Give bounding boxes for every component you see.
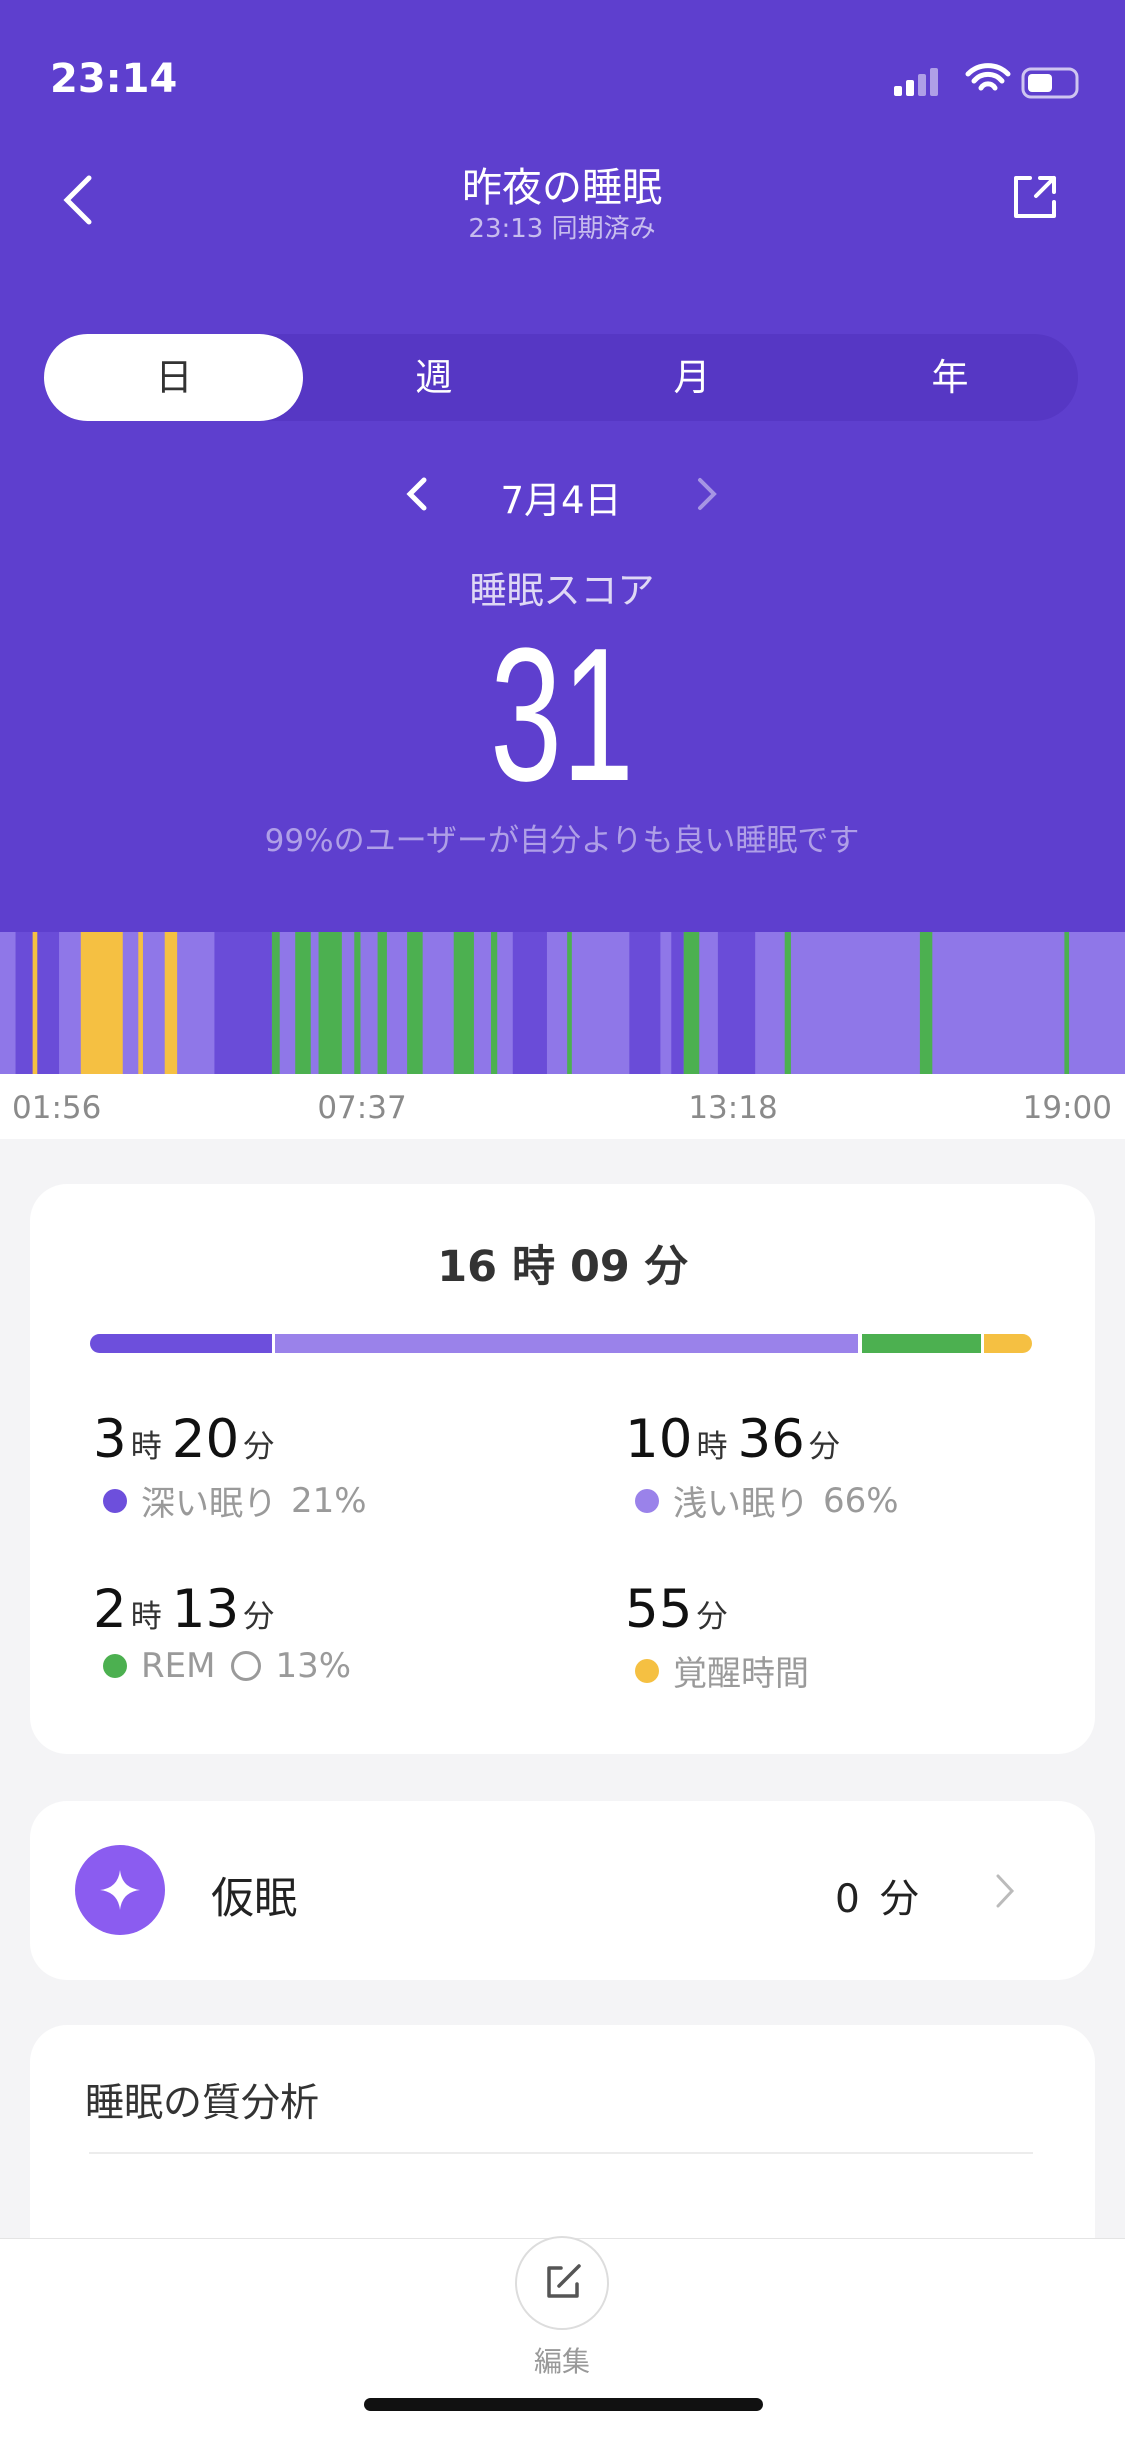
help-icon[interactable] xyxy=(231,1651,262,1681)
edit-label: 編集 xyxy=(533,2345,591,2378)
stage-dot xyxy=(103,1654,127,1678)
minutes: 36 xyxy=(737,1409,805,1470)
analysis-divider xyxy=(89,2152,1033,2154)
stage-duration: 2 時 13 分 xyxy=(93,1579,351,1640)
stage-bar-segment xyxy=(861,1334,982,1353)
nap-label: 仮眠 xyxy=(211,1874,297,1924)
stage-name: 浅い眠り xyxy=(673,1484,809,1524)
tab[interactable]: 年 xyxy=(931,356,969,399)
status-icons xyxy=(894,63,1079,99)
score-label: 睡眠スコア xyxy=(469,569,655,612)
header-subtitle: 23:13 同期済み xyxy=(468,214,656,244)
minute-unit: 分 xyxy=(696,1599,728,1635)
total-duration: 16 時 09 分 xyxy=(437,1242,688,1292)
minute-unit: 分 xyxy=(243,1599,275,1635)
stage-name: REM xyxy=(141,1646,216,1686)
stage-dot xyxy=(103,1488,127,1513)
hour-unit: 時 xyxy=(130,1599,162,1635)
time-label: 13:18 xyxy=(688,1090,778,1126)
stage-bar-segment xyxy=(90,1334,272,1353)
sleep-timeline xyxy=(0,932,1125,1074)
minutes: 55 xyxy=(625,1579,693,1640)
stage-name: 覚醒時間 xyxy=(673,1654,809,1694)
share-button[interactable] xyxy=(1010,172,1060,222)
stage-label: 浅い眠り 66% xyxy=(625,1476,899,1525)
stage-percent: 21% xyxy=(291,1480,367,1521)
hours: 3 xyxy=(93,1409,127,1470)
hours: 2 xyxy=(93,1579,127,1640)
date-label: 7月4日 xyxy=(500,479,622,522)
next-date[interactable] xyxy=(690,474,724,514)
time-label: 19:00 xyxy=(1022,1090,1112,1126)
summary-card: 16 時 09 分 3 時 20 分深い眠り 21% 10 時 36 分浅い眠り 66% 2 時 13 分 R… xyxy=(30,1184,1095,1754)
back-button[interactable] xyxy=(55,170,105,230)
stage-stat: 3 時 20 分深い眠り 21% xyxy=(93,1409,367,1525)
tab-selected xyxy=(44,334,303,421)
stage-duration: 10 時 36 分 xyxy=(625,1409,899,1470)
stage-duration: 55 分 xyxy=(625,1579,809,1640)
hour-unit: 時 xyxy=(130,1429,162,1465)
stage-bar-segment xyxy=(984,1334,1032,1353)
nap-icon xyxy=(75,1845,165,1935)
header-title: 昨夜の睡眠 xyxy=(462,165,662,211)
time-label: 07:37 xyxy=(317,1090,407,1126)
prev-date[interactable] xyxy=(400,474,434,514)
score-comparison: 99%のユーザーが自分よりも良い睡眠です xyxy=(264,823,860,859)
tab[interactable]: 週 xyxy=(415,356,453,399)
stage-bar-segment xyxy=(274,1334,859,1353)
nap-unit: 分 xyxy=(879,1877,919,1922)
stage-label: 深い眠り 21% xyxy=(93,1476,367,1525)
minutes: 20 xyxy=(171,1409,240,1470)
minutes: 13 xyxy=(171,1579,240,1640)
hours: 10 xyxy=(625,1409,693,1470)
stage-name: 深い眠り xyxy=(141,1484,277,1524)
nap-number: 0 xyxy=(835,1877,860,1922)
nap-card[interactable] xyxy=(30,1801,1095,1980)
hour-unit: 時 xyxy=(696,1429,728,1465)
stage-stat: 55 分覚醒時間 xyxy=(625,1579,809,1695)
tab[interactable]: 月 xyxy=(673,356,711,399)
stage-label: 覚醒時間 xyxy=(625,1646,809,1695)
stage-duration: 3 時 20 分 xyxy=(93,1409,367,1470)
stage-stat: 10 時 36 分浅い眠り 66% xyxy=(625,1409,899,1525)
status-time: 23:14 xyxy=(50,56,178,102)
time-label: 01:56 xyxy=(12,1090,102,1126)
analysis-title: 睡眠の質分析 xyxy=(85,2081,320,2126)
minute-unit: 分 xyxy=(808,1429,840,1465)
minute-unit: 分 xyxy=(243,1429,275,1465)
home-indicator xyxy=(364,2398,763,2411)
stage-label: REM 13% xyxy=(93,1646,351,1686)
stage-percent: 66% xyxy=(823,1480,899,1521)
edit-button[interactable] xyxy=(513,2234,611,2332)
stage-stat: 2 時 13 分 REM 13% xyxy=(93,1579,351,1686)
tab[interactable]: 日 xyxy=(155,356,193,399)
stage-percent: 13% xyxy=(275,1646,352,1686)
nap-chevron xyxy=(996,1874,1015,1908)
score-value: 31 xyxy=(490,609,634,821)
header-background xyxy=(0,0,1125,932)
stage-dot xyxy=(635,1488,659,1513)
stage-dot xyxy=(635,1658,659,1683)
